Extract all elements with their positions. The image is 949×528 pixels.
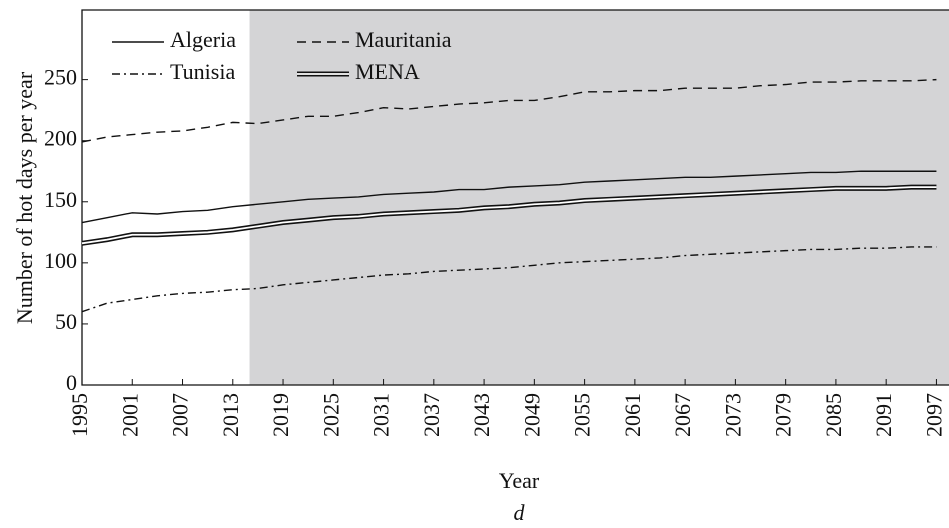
x-tick-label: 2067 — [670, 393, 695, 437]
y-tick-label: 0 — [66, 370, 77, 395]
x-tick-label: 2031 — [369, 393, 394, 437]
x-tick-label: 2049 — [519, 393, 544, 437]
legend-label: Tunisia — [170, 59, 235, 84]
y-tick-label: 50 — [55, 309, 77, 334]
x-tick-label: 2043 — [469, 393, 494, 437]
series-line-inner — [81, 186, 937, 245]
x-tick-label: 1995 — [67, 393, 92, 437]
legend-label: Mauritania — [355, 27, 452, 52]
y-tick-label: 100 — [44, 248, 77, 273]
legend-label: Algeria — [170, 27, 236, 52]
x-tick-label: 2085 — [821, 393, 846, 437]
x-tick-label: 2091 — [871, 393, 896, 437]
series-line — [81, 78, 937, 143]
x-tick-label: 2025 — [318, 393, 343, 437]
series-line — [81, 246, 937, 313]
legend-label: MENA — [355, 59, 420, 84]
plot-frame — [81, 9, 949, 386]
y-axis-label: Number of hot days per year — [12, 71, 37, 324]
series-line — [81, 170, 937, 224]
x-tick-label: 2001 — [117, 393, 142, 437]
caption: d — [514, 500, 526, 525]
x-tick-label: 2055 — [570, 393, 595, 437]
x-tick-label: 2013 — [218, 393, 243, 437]
x-axis-label: Year — [499, 468, 540, 493]
x-tick-label: 2007 — [168, 393, 193, 437]
x-tick-label: 2097 — [921, 393, 946, 437]
x-tick-label: 2079 — [771, 393, 796, 437]
x-tick-label: 2019 — [268, 393, 293, 437]
y-tick-label: 150 — [44, 187, 77, 212]
x-tick-label: 2061 — [620, 393, 645, 437]
y-tick-label: 250 — [44, 65, 77, 90]
x-tick-label: 2073 — [720, 393, 745, 437]
x-tick-label: 2037 — [419, 393, 444, 437]
y-tick-label: 200 — [44, 126, 77, 151]
